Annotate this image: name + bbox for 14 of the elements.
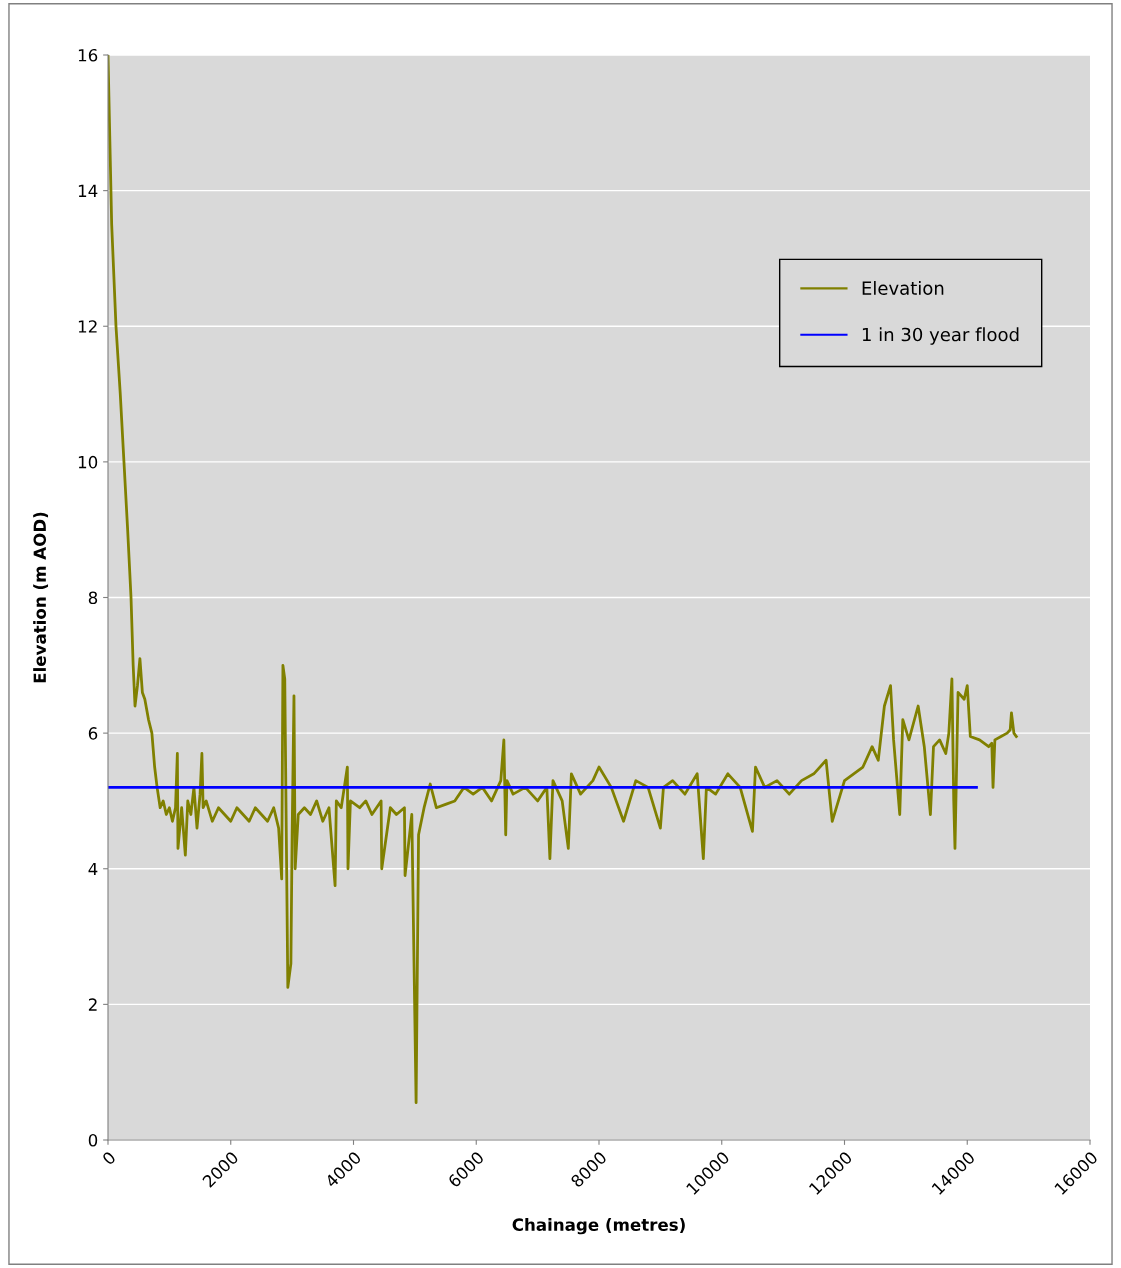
y-tick-label: 0 bbox=[88, 1133, 98, 1147]
legend-label: Elevation bbox=[862, 280, 944, 295]
y-tick-label: 2 bbox=[88, 998, 97, 1011]
y-tick-label: 14 bbox=[78, 184, 98, 197]
y-tick-label: 6 bbox=[88, 727, 98, 740]
y-axis-title: Elevation (m AOD) bbox=[33, 512, 49, 683]
y-tick-label: 10 bbox=[78, 455, 98, 469]
y-tick-label: 4 bbox=[88, 862, 98, 876]
x-tick-label: 0 bbox=[101, 1150, 117, 1166]
y-tick-label: 16 bbox=[78, 48, 98, 62]
legend-label: 1 in 30 year flood bbox=[862, 327, 1019, 345]
x-axis-title: Chainage (metres) bbox=[512, 1218, 685, 1235]
y-tick-label: 8 bbox=[88, 591, 98, 605]
y-tick-label: 12 bbox=[78, 320, 97, 333]
